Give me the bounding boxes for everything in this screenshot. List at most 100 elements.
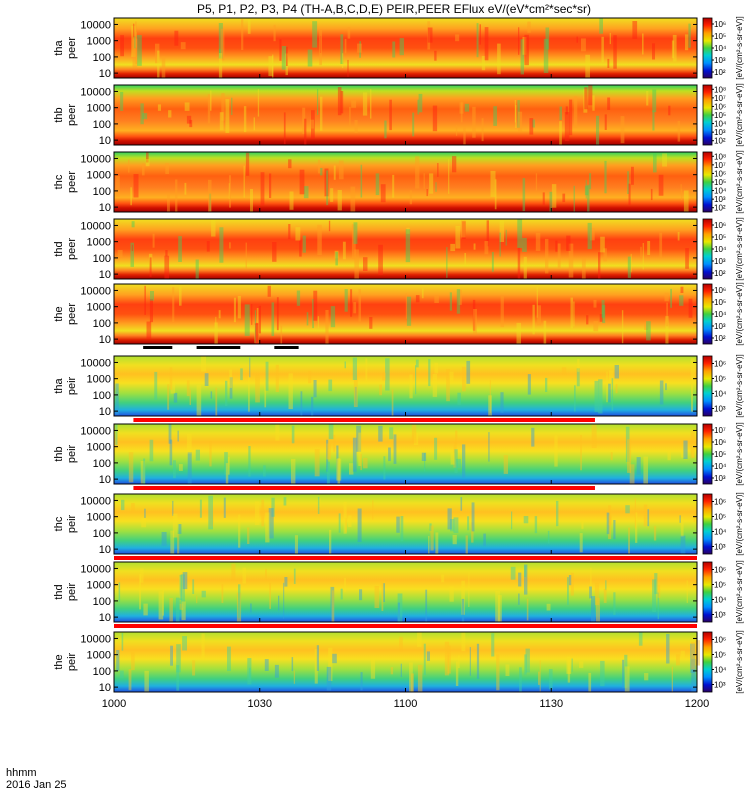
spectrogram-streak bbox=[220, 28, 225, 61]
spectrogram-streak bbox=[223, 497, 226, 518]
colorbar bbox=[702, 423, 713, 485]
y-tick-label: 10000 bbox=[80, 19, 111, 31]
spectrogram-streak bbox=[219, 49, 222, 58]
spectrogram-streak bbox=[559, 121, 562, 145]
colorbar-tick-label: 10⁵ bbox=[714, 450, 726, 459]
spectrogram-streak bbox=[238, 514, 241, 548]
spectrogram-streak bbox=[672, 34, 677, 62]
spectrogram-streak bbox=[176, 644, 181, 673]
spectrogram-streak bbox=[532, 119, 535, 128]
spectrogram-streak bbox=[269, 582, 271, 609]
spectrogram-streak bbox=[448, 371, 454, 382]
colorbar-tick-label: 10⁶ bbox=[714, 286, 726, 295]
spectrogram-streak bbox=[680, 286, 684, 293]
spectrogram-streak bbox=[434, 362, 438, 374]
spectrogram-streak bbox=[405, 229, 411, 263]
spectrogram-streak bbox=[430, 525, 434, 551]
time-format-label: hhmm bbox=[6, 767, 37, 779]
y-tick-label: 10000 bbox=[80, 563, 111, 575]
spectrogram-streak bbox=[225, 380, 228, 407]
quality-flag-bar bbox=[133, 418, 595, 422]
spectrogram-streak bbox=[134, 36, 136, 49]
spectrogram-streak bbox=[463, 126, 466, 145]
spectrogram-streak bbox=[325, 310, 329, 344]
spectrogram-streak bbox=[428, 359, 431, 387]
spectrogram-streak bbox=[654, 573, 658, 595]
spectrogram-streak bbox=[490, 170, 496, 197]
colorbar-label: [eV/(cm²-s-sr-eV)] bbox=[735, 560, 744, 624]
spectrogram-streak bbox=[353, 302, 357, 314]
spectrogram-streak bbox=[397, 602, 400, 622]
spectrogram-streak bbox=[195, 449, 200, 461]
spectrogram-streak bbox=[328, 379, 333, 392]
spectrogram-streak bbox=[429, 173, 434, 194]
spectrogram-streak bbox=[320, 168, 323, 176]
spectrogram-streak bbox=[340, 588, 343, 600]
spectrogram-streak bbox=[647, 241, 651, 255]
spectrogram-streak bbox=[186, 434, 192, 454]
colorbar-tick-label: 10³ bbox=[714, 405, 726, 414]
spectrogram-streak bbox=[370, 89, 372, 119]
spectrogram-streak bbox=[423, 173, 425, 189]
panel-tha-peir: 10000 1000 100 10 tha peir 10⁶ 10⁵ 10⁴ 10³ [eV/(cm… bbox=[53, 354, 744, 422]
y-tick-label: 10 bbox=[99, 269, 111, 281]
spectrogram-streak bbox=[554, 435, 558, 467]
spectrogram-streak bbox=[653, 525, 657, 541]
time-axis: 1000 1030 1100 1130 1200 bbox=[102, 74, 709, 710]
spectrogram-streak bbox=[441, 574, 445, 583]
spectrogram-streak bbox=[248, 376, 250, 412]
spectrogram-streak bbox=[581, 521, 584, 529]
spectrogram-streak bbox=[326, 443, 331, 460]
spectrogram-streak bbox=[653, 153, 657, 173]
spectrogram-streak bbox=[337, 87, 342, 116]
spectrogram-streak bbox=[644, 323, 649, 330]
spectrogram-streak bbox=[353, 222, 358, 244]
y-tick-label: 10000 bbox=[80, 285, 111, 297]
spectrogram-streak bbox=[471, 522, 474, 543]
spectrogram-streak bbox=[435, 182, 437, 192]
y-tick-label: 1000 bbox=[87, 302, 111, 314]
spectrogram-streak bbox=[336, 458, 342, 481]
spectrogram-streak bbox=[680, 535, 686, 554]
spectrogram-streak bbox=[284, 577, 288, 587]
spectrogram-streak bbox=[179, 603, 184, 610]
spectrogram-streak bbox=[688, 298, 693, 318]
spectrogram-streak bbox=[316, 645, 319, 671]
spectrogram-streak bbox=[116, 650, 120, 671]
spectrogram-streak bbox=[215, 316, 217, 328]
spectrogram-streak bbox=[690, 430, 695, 459]
spectrogram-streak bbox=[167, 384, 170, 410]
spectrogram-streak bbox=[690, 358, 695, 383]
colorbar-tick-label: 10⁴ bbox=[714, 310, 727, 319]
spectrogram-streak bbox=[486, 220, 489, 247]
spectrogram-streak bbox=[130, 242, 134, 267]
colorbar-label: [eV/(cm²-s-sr-eV)] bbox=[735, 150, 744, 214]
spectrogram-streak bbox=[607, 97, 611, 110]
spectrogram-streak bbox=[254, 323, 259, 344]
spectrogram-streak bbox=[228, 183, 230, 200]
spectrogram-streak bbox=[240, 368, 243, 381]
spectrogram-streak bbox=[557, 243, 561, 268]
spectrogram-streak bbox=[389, 99, 392, 131]
spectrogram-streak bbox=[610, 452, 613, 461]
spectrogram-streak bbox=[590, 228, 595, 241]
spectrogram-streak bbox=[157, 50, 160, 78]
data-gap-bar bbox=[143, 346, 173, 349]
spectrogram-streak bbox=[288, 373, 293, 410]
colorbar-tick-label: 10² bbox=[714, 137, 726, 146]
spectrogram-streak bbox=[369, 317, 373, 329]
colorbar-tick-label: 10⁵ bbox=[714, 375, 726, 384]
spectrogram-streak bbox=[304, 118, 307, 145]
spectrogram-streak bbox=[662, 153, 667, 167]
spectrogram-streak bbox=[409, 190, 412, 205]
spectrogram-streak bbox=[229, 377, 233, 399]
spectrogram-streak bbox=[546, 603, 551, 611]
spectrogram-streak bbox=[423, 643, 426, 675]
spectrogram-streak bbox=[149, 439, 154, 462]
spectrogram-streak bbox=[668, 105, 671, 116]
spectrogram-streak bbox=[330, 306, 336, 328]
spectrogram-streak bbox=[566, 235, 571, 251]
y-tick-label: 1000 bbox=[87, 442, 111, 454]
spectrogram-streak bbox=[510, 566, 516, 580]
spectrogram-streak bbox=[158, 591, 164, 620]
